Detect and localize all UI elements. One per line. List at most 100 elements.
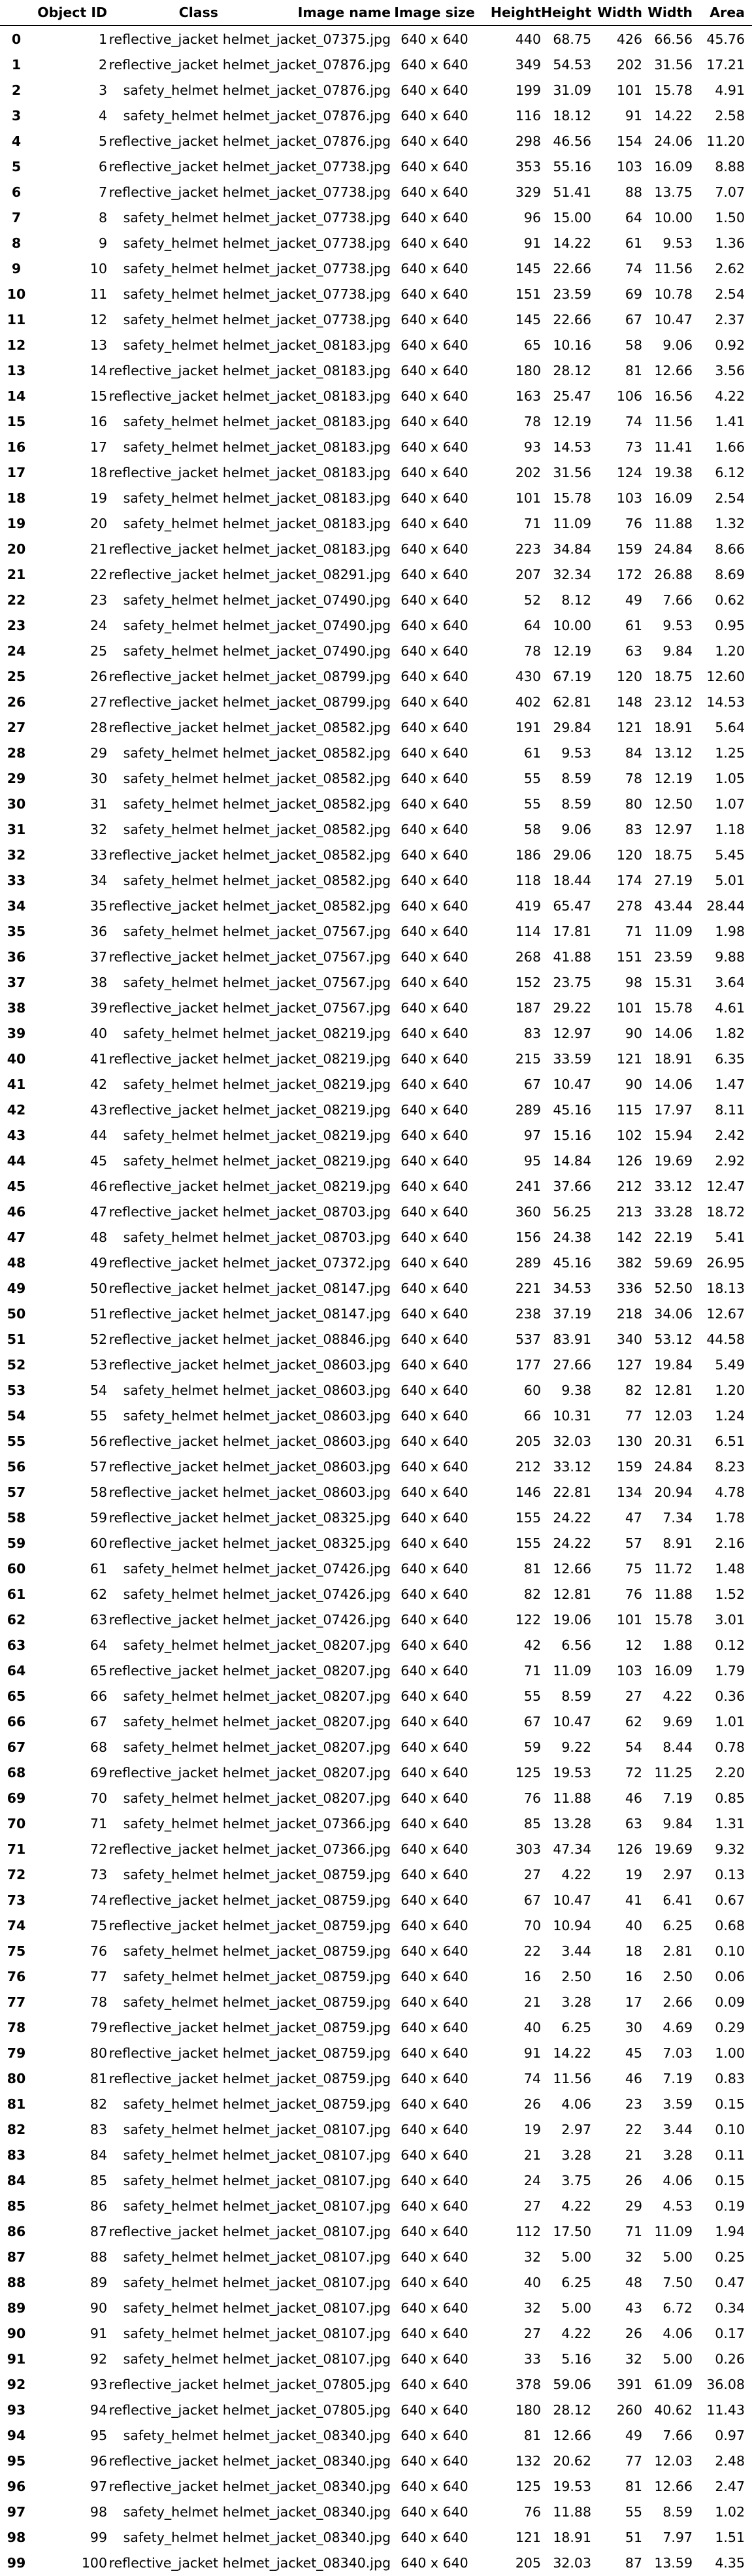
- cell-area: 6.12: [715, 465, 745, 480]
- cell-image-size: 640 x 640: [401, 2147, 468, 2163]
- cell-height-px: 353: [515, 159, 541, 175]
- cell-area: 1.24: [715, 1408, 745, 1424]
- cell-height-px: 95: [523, 1153, 541, 1169]
- cell-area: 5.45: [715, 847, 745, 863]
- cell-height-px: 151: [515, 286, 541, 302]
- cell-image-name: helmet_jacket_08107.jpg: [222, 2173, 391, 2188]
- cell-height-px: 67: [523, 1892, 541, 1908]
- cell-height-pct: 19.53: [553, 2479, 591, 2494]
- cell-class: reflective_jacket: [108, 1663, 218, 1679]
- cell-image-size: 640 x 640: [401, 57, 468, 73]
- cell-height-px: 42: [523, 1637, 541, 1653]
- cell-height-pct: 10.94: [553, 1918, 591, 1933]
- cell-area: 4.91: [715, 82, 745, 98]
- cell-object-id: 66: [90, 1688, 107, 1704]
- cell-image-name: helmet_jacket_07426.jpg: [222, 1586, 391, 1602]
- cell-width-px: 120: [616, 669, 642, 684]
- cell-object-id: 4: [98, 108, 107, 124]
- cell-image-name: helmet_jacket_08846.jpg: [222, 1331, 391, 1347]
- cell-width-pct: 7.03: [662, 2045, 693, 2061]
- cell-class: reflective_jacket: [108, 1892, 218, 1908]
- cell-class: safety_helmet: [123, 2326, 218, 2341]
- table-row: 72 73 safety_helmet helmet_jacket_08759.jpg…: [0, 1862, 752, 1888]
- cell-image-name: helmet_jacket_08603.jpg: [222, 1433, 391, 1449]
- cell-class: safety_helmet: [123, 2096, 218, 2112]
- table-row: 27 28 reflective_jacket helmet_jacket_08582…: [0, 715, 752, 741]
- cell-width-px: 103: [616, 159, 642, 175]
- table-row: 22 23 safety_helmet helmet_jacket_07490.jpg…: [0, 588, 752, 613]
- cell-image-size: 640 x 640: [401, 465, 468, 480]
- cell-height-pct: 18.91: [553, 2530, 591, 2545]
- cell-index: 51: [7, 1331, 26, 1347]
- cell-object-id: 77: [90, 1969, 107, 1984]
- cell-image-name: helmet_jacket_08183.jpg: [222, 465, 391, 480]
- cell-image-size: 640 x 640: [401, 1484, 468, 1500]
- cell-class: safety_helmet: [123, 924, 218, 939]
- cell-image-size: 640 x 640: [401, 1179, 468, 1194]
- cell-width-pct: 11.56: [654, 414, 693, 429]
- cell-area: 2.20: [715, 1765, 745, 1781]
- cell-image-size: 640 x 640: [401, 949, 468, 965]
- table-row: 68 69 reflective_jacket helmet_jacket_08207…: [0, 1760, 752, 1786]
- cell-area: 1.02: [715, 2504, 745, 2520]
- cell-image-name: helmet_jacket_08603.jpg: [222, 1408, 391, 1424]
- cell-index: 42: [7, 1102, 26, 1118]
- cell-class: safety_helmet: [123, 1969, 218, 1984]
- cell-width-px: 32: [625, 2249, 642, 2265]
- cell-width-pct: 11.09: [654, 2224, 693, 2239]
- cell-width-px: 101: [616, 1612, 642, 1628]
- cell-index: 99: [7, 2555, 26, 2571]
- cell-class: reflective_jacket: [108, 694, 218, 710]
- cell-height-px: 21: [523, 1994, 541, 2010]
- table-row: 59 60 reflective_jacket helmet_jacket_08325…: [0, 1531, 752, 1556]
- cell-width-pct: 7.50: [662, 2275, 693, 2290]
- cell-height-px: 59: [523, 1739, 541, 1755]
- cell-class: reflective_jacket: [108, 1459, 218, 1475]
- cell-area: 1.82: [715, 1026, 745, 1041]
- cell-image-name: helmet_jacket_08340.jpg: [222, 2504, 391, 2520]
- cell-index: 52: [7, 1357, 26, 1373]
- table-row: 61 62 safety_helmet helmet_jacket_07426.jpg…: [0, 1582, 752, 1607]
- cell-object-id: 75: [90, 1918, 107, 1933]
- cell-width-px: 124: [616, 465, 642, 480]
- cell-index: 22: [7, 592, 26, 608]
- cell-image-size: 640 x 640: [401, 1382, 468, 1398]
- cell-area: 6.51: [715, 1433, 745, 1449]
- cell-area: 5.49: [715, 1357, 745, 1373]
- cell-index: 19: [7, 516, 26, 531]
- cell-height-pct: 10.47: [553, 1714, 591, 1730]
- table-row: 86 87 reflective_jacket helmet_jacket_08107…: [0, 2219, 752, 2245]
- cell-image-size: 640 x 640: [401, 1841, 468, 1857]
- cell-image-name: helmet_jacket_08759.jpg: [222, 2020, 391, 2035]
- cell-width-pct: 59.69: [654, 1255, 693, 1271]
- cell-width-px: 148: [616, 694, 642, 710]
- cell-width-pct: 7.19: [662, 1790, 693, 1806]
- cell-area: 11.43: [706, 2402, 745, 2418]
- cell-object-id: 28: [90, 720, 107, 735]
- cell-image-size: 640 x 640: [401, 1255, 468, 1271]
- cell-class: safety_helmet: [123, 822, 218, 837]
- cell-image-name: helmet_jacket_08219.jpg: [222, 1128, 391, 1143]
- cell-object-id: 40: [90, 1026, 107, 1041]
- cell-height-pct: 37.19: [553, 1306, 591, 1322]
- cell-height-px: 27: [523, 1867, 541, 1882]
- cell-index: 1: [11, 57, 22, 73]
- cell-height-px: 163: [515, 388, 541, 404]
- cell-width-pct: 27.19: [654, 873, 693, 888]
- cell-image-size: 640 x 640: [401, 2428, 468, 2443]
- cell-object-id: 70: [90, 1790, 107, 1806]
- cell-image-size: 640 x 640: [401, 567, 468, 582]
- cell-area: 5.01: [715, 873, 745, 888]
- cell-index: 88: [7, 2275, 26, 2290]
- cell-index: 55: [7, 1433, 26, 1449]
- cell-object-id: 7: [98, 184, 107, 200]
- cell-class: safety_helmet: [123, 439, 218, 455]
- cell-area: 1.98: [715, 924, 745, 939]
- table-row: 17 18 reflective_jacket helmet_jacket_08183…: [0, 460, 752, 486]
- cell-object-id: 32: [90, 822, 107, 837]
- cell-image-size: 640 x 640: [401, 388, 468, 404]
- cell-height-px: 83: [523, 1026, 541, 1041]
- cell-width-px: 19: [625, 1867, 642, 1882]
- cell-image-size: 640 x 640: [401, 1739, 468, 1755]
- cell-image-name: helmet_jacket_08799.jpg: [222, 669, 391, 684]
